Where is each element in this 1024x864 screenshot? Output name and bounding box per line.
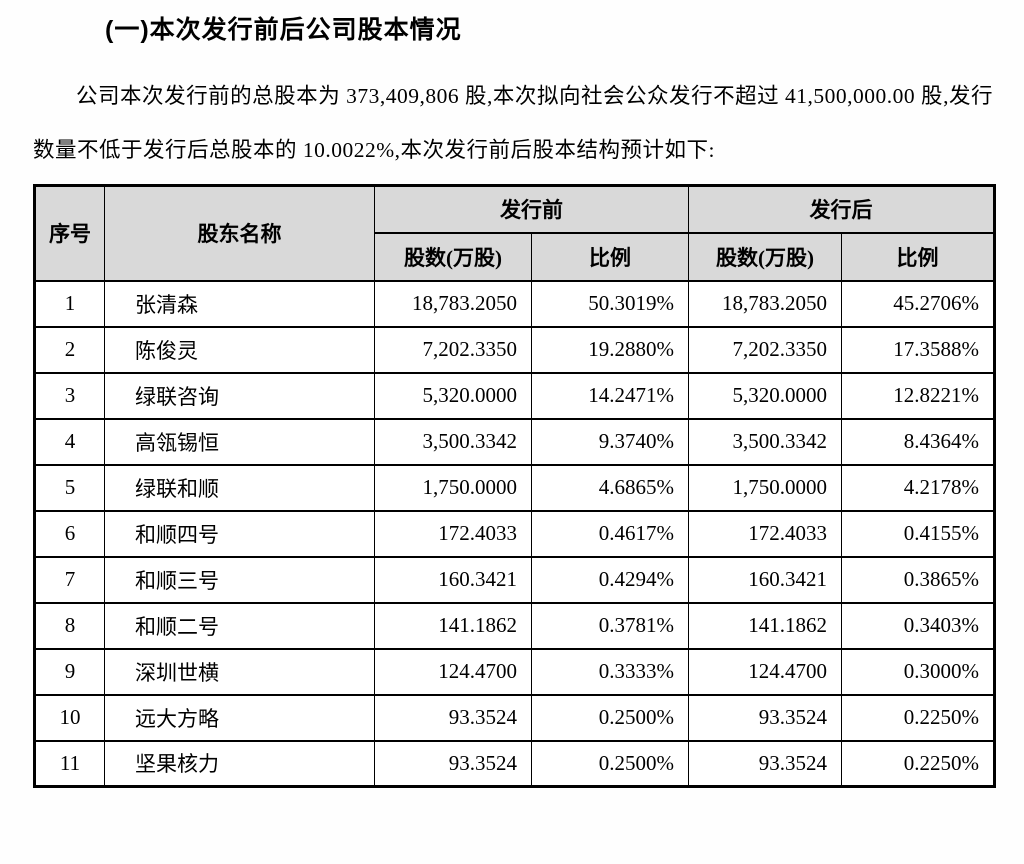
cell-shares-before: 3,500.3342 bbox=[374, 417, 532, 466]
cell-row-index: 4 bbox=[34, 417, 105, 466]
cell-shares-before: 124.4700 bbox=[374, 647, 532, 696]
table-header: 序号 股东名称 发行前 发行后 股数(万股) 比例 股数(万股) 比例 bbox=[34, 184, 995, 282]
cell-shareholder: 张清森 bbox=[104, 279, 375, 328]
cell-shareholder: 和顺四号 bbox=[104, 509, 375, 558]
cell-ratio-before: 4.6865% bbox=[531, 463, 689, 512]
cell-shares-after: 124.4700 bbox=[688, 647, 842, 696]
table-row: 1 张清森 18,783.2050 50.3019% 18,783.2050 4… bbox=[34, 279, 995, 328]
intro-paragraph: 公司本次发行前的总股本为 373,409,806 股,本次拟向社会公众发行不超过… bbox=[33, 84, 993, 162]
table-row: 2 陈俊灵 7,202.3350 19.2880% 7,202.3350 17.… bbox=[34, 325, 995, 374]
cell-ratio-after: 0.2250% bbox=[841, 693, 995, 742]
cell-ratio-after: 0.3403% bbox=[841, 601, 995, 650]
cell-ratio-after: 17.3588% bbox=[841, 325, 995, 374]
cell-ratio-after: 4.2178% bbox=[841, 463, 995, 512]
cell-ratio-before: 0.3781% bbox=[531, 601, 689, 650]
cell-ratio-before: 0.2500% bbox=[531, 693, 689, 742]
cell-ratio-before: 19.2880% bbox=[531, 325, 689, 374]
section-heading: (一)本次发行前后公司股本情况 bbox=[105, 16, 462, 44]
cell-shareholder: 和顺二号 bbox=[104, 601, 375, 650]
cell-shareholder: 和顺三号 bbox=[104, 555, 375, 604]
header-group-before-issuance: 发行前 bbox=[374, 184, 689, 234]
cell-ratio-after: 0.2250% bbox=[841, 739, 995, 788]
table-body: 1 张清森 18,783.2050 50.3019% 18,783.2050 4… bbox=[34, 279, 995, 788]
cell-ratio-after: 12.8221% bbox=[841, 371, 995, 420]
cell-shares-before: 172.4033 bbox=[374, 509, 532, 558]
table-row: 4 高瓴锡恒 3,500.3342 9.3740% 3,500.3342 8.4… bbox=[34, 417, 995, 466]
cell-row-index: 10 bbox=[34, 693, 105, 742]
cell-shares-before: 160.3421 bbox=[374, 555, 532, 604]
cell-shares-before: 18,783.2050 bbox=[374, 279, 532, 328]
header-ratio-before: 比例 bbox=[531, 232, 689, 282]
cell-ratio-after: 8.4364% bbox=[841, 417, 995, 466]
cell-ratio-after: 0.3000% bbox=[841, 647, 995, 696]
cell-shares-after: 18,783.2050 bbox=[688, 279, 842, 328]
cell-row-index: 1 bbox=[34, 279, 105, 328]
cell-shares-after: 160.3421 bbox=[688, 555, 842, 604]
cell-ratio-after: 45.2706% bbox=[841, 279, 995, 328]
cell-shares-after: 1,750.0000 bbox=[688, 463, 842, 512]
cell-shares-after: 5,320.0000 bbox=[688, 371, 842, 420]
cell-shares-before: 141.1862 bbox=[374, 601, 532, 650]
cell-row-index: 11 bbox=[34, 739, 105, 788]
cell-shares-before: 1,750.0000 bbox=[374, 463, 532, 512]
table-row: 9 深圳世横 124.4700 0.3333% 124.4700 0.3000% bbox=[34, 647, 995, 696]
cell-shares-before: 93.3524 bbox=[374, 693, 532, 742]
cell-shares-after: 3,500.3342 bbox=[688, 417, 842, 466]
table-row: 6 和顺四号 172.4033 0.4617% 172.4033 0.4155% bbox=[34, 509, 995, 558]
cell-row-index: 7 bbox=[34, 555, 105, 604]
cell-row-index: 9 bbox=[34, 647, 105, 696]
table-row: 10 远大方略 93.3524 0.2500% 93.3524 0.2250% bbox=[34, 693, 995, 742]
header-shareholder-name: 股东名称 bbox=[104, 184, 375, 282]
cell-shares-before: 93.3524 bbox=[374, 739, 532, 788]
cell-ratio-after: 0.4155% bbox=[841, 509, 995, 558]
cell-shares-after: 7,202.3350 bbox=[688, 325, 842, 374]
table-row: 11 坚果核力 93.3524 0.2500% 93.3524 0.2250% bbox=[34, 739, 995, 788]
table-row: 3 绿联咨询 5,320.0000 14.2471% 5,320.0000 12… bbox=[34, 371, 995, 420]
cell-shares-before: 7,202.3350 bbox=[374, 325, 532, 374]
table-row: 7 和顺三号 160.3421 0.4294% 160.3421 0.3865% bbox=[34, 555, 995, 604]
cell-shareholder: 绿联和顺 bbox=[104, 463, 375, 512]
cell-ratio-before: 14.2471% bbox=[531, 371, 689, 420]
cell-row-index: 5 bbox=[34, 463, 105, 512]
share-structure-table: 序号 股东名称 发行前 发行后 股数(万股) 比例 股数(万股) 比例 1 张清… bbox=[33, 184, 996, 788]
cell-shares-after: 93.3524 bbox=[688, 693, 842, 742]
cell-shares-before: 5,320.0000 bbox=[374, 371, 532, 420]
cell-shareholder: 陈俊灵 bbox=[104, 325, 375, 374]
cell-row-index: 8 bbox=[34, 601, 105, 650]
table-row: 8 和顺二号 141.1862 0.3781% 141.1862 0.3403% bbox=[34, 601, 995, 650]
header-index: 序号 bbox=[34, 184, 105, 282]
cell-shares-after: 141.1862 bbox=[688, 601, 842, 650]
cell-row-index: 3 bbox=[34, 371, 105, 420]
cell-row-index: 6 bbox=[34, 509, 105, 558]
table-row: 5 绿联和顺 1,750.0000 4.6865% 1,750.0000 4.2… bbox=[34, 463, 995, 512]
cell-ratio-before: 0.2500% bbox=[531, 739, 689, 788]
cell-shareholder: 绿联咨询 bbox=[104, 371, 375, 420]
cell-ratio-before: 0.3333% bbox=[531, 647, 689, 696]
cell-shareholder: 高瓴锡恒 bbox=[104, 417, 375, 466]
header-shares-after: 股数(万股) bbox=[688, 232, 842, 282]
cell-ratio-before: 9.3740% bbox=[531, 417, 689, 466]
cell-shares-after: 172.4033 bbox=[688, 509, 842, 558]
cell-ratio-before: 50.3019% bbox=[531, 279, 689, 328]
header-group-after-issuance: 发行后 bbox=[688, 184, 995, 234]
cell-shareholder: 深圳世横 bbox=[104, 647, 375, 696]
cell-shares-after: 93.3524 bbox=[688, 739, 842, 788]
cell-shareholder: 坚果核力 bbox=[104, 739, 375, 788]
header-ratio-after: 比例 bbox=[841, 232, 995, 282]
cell-shareholder: 远大方略 bbox=[104, 693, 375, 742]
header-shares-before: 股数(万股) bbox=[374, 232, 532, 282]
cell-ratio-before: 0.4294% bbox=[531, 555, 689, 604]
cell-ratio-before: 0.4617% bbox=[531, 509, 689, 558]
cell-row-index: 2 bbox=[34, 325, 105, 374]
cell-ratio-after: 0.3865% bbox=[841, 555, 995, 604]
